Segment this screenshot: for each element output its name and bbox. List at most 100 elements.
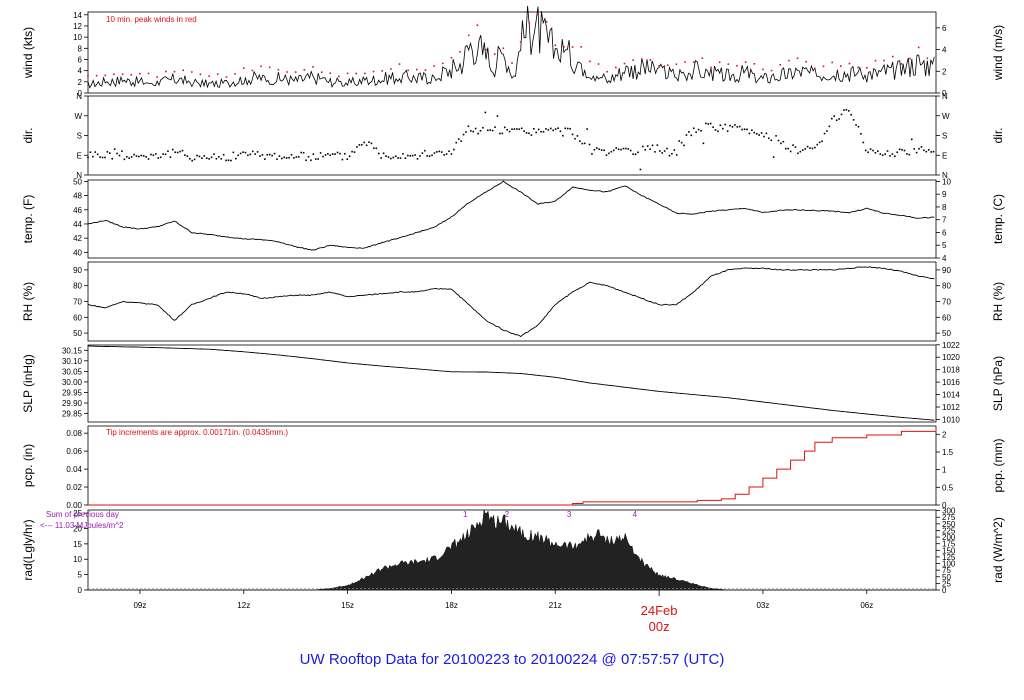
dir-point — [281, 157, 283, 160]
dir-point — [857, 125, 860, 128]
dir-point — [336, 151, 339, 154]
wind-peak-point — [441, 62, 444, 65]
dir-point — [118, 154, 121, 157]
y-axis-label-left-rad: rad(Lgly/hr) — [21, 519, 35, 580]
left-tick-label-rad: 25 — [73, 509, 82, 518]
dir-point — [603, 149, 605, 152]
wind-peak-point — [268, 66, 271, 69]
left-tick-label-pcp: 0.04 — [66, 465, 82, 474]
dir-point — [368, 141, 370, 143]
left-tick-label-temp: 48 — [73, 192, 82, 201]
dir-point — [496, 115, 499, 117]
dir-point — [147, 158, 150, 160]
dir-point — [617, 148, 620, 151]
dir-point — [625, 147, 627, 150]
dir-point — [455, 141, 458, 144]
dir-point — [373, 147, 375, 149]
wind-peak-point — [926, 57, 929, 60]
dir-point — [629, 149, 632, 152]
dir-point — [782, 140, 785, 143]
dir-point — [135, 155, 138, 157]
dir-point — [801, 149, 804, 151]
dir-point — [639, 168, 642, 171]
wind-peak-point — [277, 68, 280, 71]
dir-point — [390, 157, 392, 160]
dir-point — [666, 147, 668, 150]
dir-point — [218, 156, 220, 158]
dir-point — [845, 109, 848, 111]
dir-point — [172, 148, 174, 151]
dir-point — [251, 150, 254, 153]
dir-point — [872, 149, 874, 152]
dir-point — [247, 154, 249, 157]
dir-point — [162, 153, 164, 155]
wind-peak-point — [234, 73, 236, 75]
left-tick-label-rh: 70 — [73, 298, 82, 307]
wind-peak-point — [286, 71, 288, 73]
right-tick-label-pcp: 1.5 — [942, 448, 954, 457]
panel-frame-wind — [87, 11, 937, 94]
wind-peak-point — [692, 61, 695, 63]
dir-point — [894, 155, 896, 158]
right-tick-label-rh: 50 — [942, 329, 951, 338]
dir-point — [375, 147, 378, 150]
dir-point — [729, 124, 731, 127]
dir-point — [317, 158, 319, 160]
dir-point — [225, 159, 227, 162]
x-tick-label: 06z — [860, 601, 873, 610]
dir-point — [302, 151, 305, 154]
dir-point — [380, 157, 382, 159]
dir-point — [89, 151, 92, 154]
left-tick-label-wind: 0 — [78, 89, 83, 98]
y-axis-label-right-wind: wind (m/s) — [991, 25, 1005, 81]
right-tick-label-wind: 6 — [942, 24, 947, 33]
dir-point — [932, 150, 935, 153]
dir-point — [910, 138, 913, 141]
dir-point — [671, 153, 673, 155]
dir-point — [169, 156, 172, 158]
wind-peak-point — [865, 67, 868, 69]
dir-point — [663, 150, 666, 152]
left-tick-label-pcp: 0.08 — [66, 429, 82, 438]
wind-peak-point — [450, 56, 453, 59]
right-tick-label-temp: 7 — [942, 216, 947, 225]
wind-peak-point — [519, 41, 522, 43]
dir-point — [140, 154, 143, 157]
panel-frame-temp — [87, 179, 937, 259]
panel-frame-slp — [87, 344, 937, 423]
right-tick-label-rad: 75 — [942, 566, 951, 575]
dir-point — [877, 150, 879, 152]
dir-point — [525, 132, 528, 134]
panel-frame-dir — [87, 95, 937, 176]
dir-point — [453, 148, 455, 151]
dir-point — [787, 147, 790, 150]
dir-point — [879, 153, 882, 155]
dir-point — [191, 159, 193, 162]
left-tick-label-slp: 29.85 — [62, 410, 83, 419]
dir-point — [835, 119, 838, 122]
dir-point — [634, 153, 637, 156]
dir-point — [581, 142, 584, 145]
dir-point — [186, 155, 189, 157]
dir-point — [479, 129, 482, 132]
dir-point — [690, 134, 693, 137]
dir-point — [448, 150, 450, 153]
dir-point — [264, 158, 266, 160]
left-tick-label-dir: W — [74, 112, 82, 121]
wind-peak-point — [874, 59, 877, 62]
left-tick-label-dir: S — [77, 132, 82, 141]
date-marker-time: 00z — [649, 619, 670, 634]
dir-point — [586, 128, 588, 130]
wind-peak-point — [242, 67, 245, 69]
dir-point — [765, 132, 768, 135]
dir-point — [780, 142, 782, 145]
dir-point — [232, 151, 235, 154]
dir-point — [571, 133, 574, 136]
dir-point — [499, 132, 501, 135]
dir-point — [889, 155, 891, 157]
right-tick-label-temp: 10 — [942, 177, 951, 186]
dir-point — [290, 153, 293, 156]
dir-point — [438, 150, 441, 153]
dir-point — [324, 154, 327, 156]
left-tick-label-slp: 29.95 — [62, 388, 83, 397]
